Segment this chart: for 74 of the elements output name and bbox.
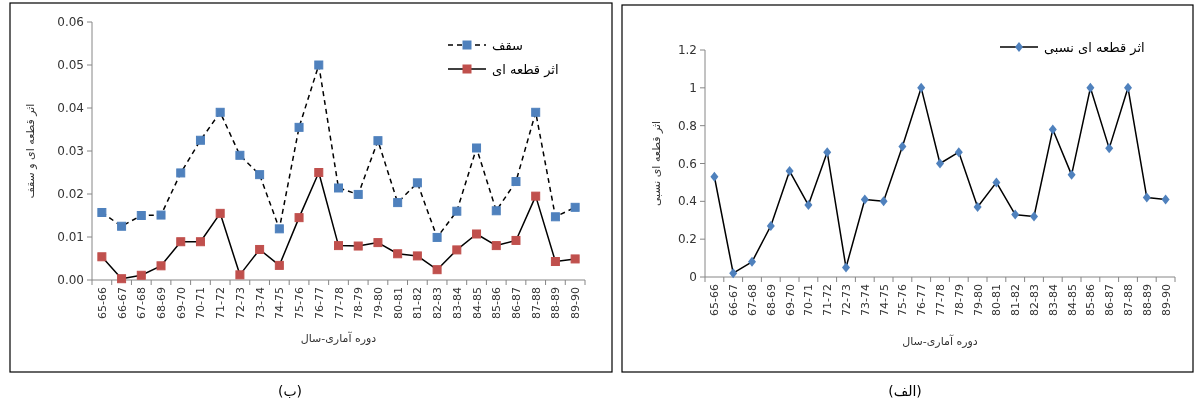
x-tick-label: 65-66 — [708, 284, 722, 316]
x-tick-label: 81-82 — [1009, 284, 1023, 316]
legend-label: سقف — [492, 38, 523, 53]
x-tick-label: 80-81 — [391, 287, 405, 319]
x-tick-label: 81-82 — [411, 287, 425, 319]
x-tick-label: 71-72 — [214, 287, 228, 319]
y-tick-label: 0.03 — [57, 144, 84, 158]
x-tick-label: 83-84 — [1046, 284, 1060, 316]
y-tick-label: 0.02 — [57, 187, 84, 201]
y-tick-label: 0.2 — [677, 232, 697, 247]
text: (الف) — [888, 383, 922, 399]
y-tick-label: 1 — [689, 80, 697, 95]
x-tick-label: 86-87 — [1103, 284, 1117, 316]
legend-label: اثر قطعه ای نسبی — [1044, 40, 1145, 56]
y-tick-label: 0.04 — [57, 101, 84, 115]
x-tick-label: 89-90 — [1159, 284, 1173, 316]
x-tick-label: 71-72 — [821, 284, 835, 316]
text: (ب) — [277, 383, 303, 399]
x-tick-label: 78-79 — [952, 284, 966, 316]
x-tick-label: 73-74 — [253, 287, 267, 319]
x-tick-label: 78-79 — [352, 287, 366, 319]
x-tick-label: 87-88 — [529, 287, 543, 319]
x-tick-label: 82-83 — [431, 287, 445, 319]
x-tick-label: 88-89 — [549, 287, 563, 319]
y-tick-label: 0.6 — [677, 156, 697, 171]
x-tick-label: 76-77 — [312, 287, 326, 319]
x-tick-label: 77-78 — [332, 287, 346, 319]
y-tick-label: 0.4 — [677, 194, 697, 209]
x-tick-label: 88-89 — [1140, 284, 1154, 316]
x-tick-label: 70-71 — [802, 284, 816, 316]
x-tick-label: 77-78 — [934, 284, 947, 316]
y-tick-label: 0.00 — [57, 273, 84, 287]
x-tick-label: 72-73 — [233, 287, 247, 319]
x-tick-label: 85-86 — [490, 287, 504, 319]
x-tick-label: 69-70 — [174, 287, 188, 319]
y-tick-label: 0 — [689, 270, 697, 284]
y-tick-label: 0.06 — [57, 15, 84, 29]
x-tick-label: 66-67 — [115, 287, 129, 319]
x-tick-label: 76-77 — [915, 284, 929, 316]
x-tick-label: 79-80 — [971, 284, 985, 316]
x-tick-label: 74-75 — [877, 284, 891, 316]
x-tick-label: 67-68 — [135, 287, 149, 319]
x-tick-label: 84-85 — [1065, 284, 1079, 316]
x-tick-label: 65-66 — [95, 287, 109, 319]
x-tick-label: 67-68 — [746, 284, 759, 316]
x-tick-label: 73-74 — [858, 284, 872, 316]
x-axis-title: دوره آماری-سال — [300, 331, 377, 345]
y-axis-title: اثر قطعه ای نسبی — [650, 120, 663, 207]
x-tick-label: 69-70 — [783, 284, 797, 316]
x-tick-label: 82-83 — [1028, 284, 1041, 316]
x-tick-label: 70-71 — [194, 287, 208, 319]
x-tick-label: 87-88 — [1122, 284, 1135, 316]
x-tick-label: 74-75 — [273, 287, 287, 319]
x-tick-label: 83-84 — [450, 287, 464, 319]
x-tick-label: 84-85 — [470, 287, 484, 319]
x-tick-label: 89-90 — [569, 287, 583, 319]
x-tick-label: 85-86 — [1084, 284, 1098, 316]
y-tick-label: 0.8 — [677, 118, 697, 133]
x-axis-title: دوره آماری-سال — [902, 334, 978, 348]
x-tick-label: 75-76 — [293, 287, 307, 319]
legend-label: اثر قطعه ای — [492, 62, 559, 78]
x-tick-label: 66-67 — [727, 284, 741, 316]
x-tick-label: 80-81 — [990, 284, 1004, 316]
x-tick-label: 72-73 — [840, 284, 853, 316]
x-tick-label: 68-69 — [764, 284, 778, 316]
y-tick-label: 1.2 — [677, 43, 697, 57]
x-tick-label: 75-76 — [896, 284, 910, 316]
y-axis-title: اثر قطعه ای و سقف — [24, 103, 37, 199]
y-tick-label: 0.05 — [57, 58, 84, 72]
y-tick-label: 0.01 — [57, 230, 84, 244]
x-tick-label: 86-87 — [509, 287, 523, 319]
x-tick-label: 79-80 — [371, 287, 385, 319]
x-tick-label: 68-69 — [155, 287, 169, 319]
legend: اثر قطعه ای نسبی — [999, 40, 1145, 55]
